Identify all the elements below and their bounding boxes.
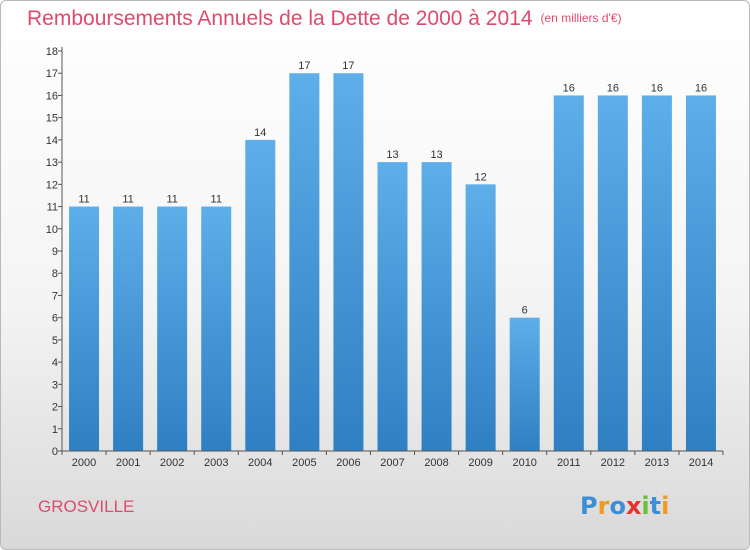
data-label-2009: 12 — [475, 171, 487, 183]
y-tick-label-2: 2 — [52, 402, 58, 414]
data-label-2006: 17 — [342, 60, 354, 72]
logo-letter-4: i — [641, 492, 650, 520]
logo-letter-5: t — [649, 492, 662, 520]
x-tick-label-2013: 2013 — [645, 457, 669, 469]
bar-2008 — [421, 162, 452, 451]
chart-unit: (en milliers d'€) — [540, 11, 622, 25]
data-label-2000: 11 — [78, 194, 89, 206]
bar-2009 — [465, 184, 496, 452]
bar-2001 — [113, 206, 144, 451]
x-tick-label-2005: 2005 — [292, 457, 316, 469]
x-tick-label-2003: 2003 — [204, 457, 228, 469]
x-tick-label-2004: 2004 — [248, 457, 272, 469]
place-name: GROSVILLE — [38, 497, 135, 516]
axes-group: 2000 2001 2002 2003 2004 2005 2006 2007 2008 2009… — [46, 46, 724, 469]
data-label-2003: 11 — [211, 194, 222, 206]
x-tick-label-2008: 2008 — [424, 457, 448, 469]
x-tick-label-2012: 2012 — [601, 457, 625, 469]
bar-2000 — [69, 206, 100, 451]
y-tick-label-0: 0 — [52, 446, 58, 458]
x-tick-label-2001: 2001 — [116, 457, 140, 469]
bar-2002 — [157, 206, 188, 451]
x-tick-label-2014: 2014 — [689, 457, 713, 469]
bar-2010 — [509, 317, 540, 451]
x-tick-label-2006: 2006 — [336, 457, 360, 469]
data-label-2007: 13 — [386, 149, 398, 161]
y-tick-label-3: 3 — [52, 379, 58, 391]
data-label-2002: 11 — [166, 194, 177, 206]
y-tick-label-12: 12 — [46, 179, 58, 191]
data-label-2010: 6 — [522, 305, 528, 317]
y-tick-label-5: 5 — [52, 335, 58, 347]
y-tick-label-15: 15 — [46, 113, 58, 125]
logo-letter-1: r — [597, 492, 610, 520]
y-tick-label-7: 7 — [52, 290, 58, 302]
x-tick-label-2000: 2000 — [72, 457, 96, 469]
bar-2007 — [377, 162, 408, 451]
proxiti-logo[interactable]: Proxiti — [580, 492, 669, 520]
y-tick-label-1: 1 — [52, 424, 58, 436]
bar-2012 — [597, 95, 628, 451]
bar-2003 — [201, 206, 232, 451]
x-tick-label-2002: 2002 — [160, 457, 184, 469]
data-label-2004: 14 — [254, 127, 266, 139]
bar-2005 — [289, 73, 320, 451]
bar-2011 — [553, 95, 584, 451]
data-label-2014: 16 — [695, 82, 707, 94]
y-tick-label-10: 10 — [46, 224, 58, 236]
y-tick-label-9: 9 — [52, 246, 58, 258]
y-tick-label-18: 18 — [46, 46, 58, 58]
data-label-2012: 16 — [607, 82, 619, 94]
logo-letter-3: x — [625, 492, 642, 520]
y-tick-label-6: 6 — [52, 313, 58, 325]
y-tick-label-11: 11 — [47, 202, 58, 214]
x-tick-label-2007: 2007 — [380, 457, 404, 469]
logo-letter-6: i — [661, 492, 670, 520]
x-tick-label-2009: 2009 — [468, 457, 492, 469]
chart-title-text: Remboursements Annuels de la Dette de 20… — [27, 7, 533, 30]
bar-2006 — [333, 73, 364, 451]
data-label-2008: 13 — [430, 149, 442, 161]
data-label-2005: 17 — [298, 60, 310, 72]
y-tick-label-17: 17 — [46, 68, 58, 80]
chart-title: Remboursements Annuels de la Dette de 20… — [27, 7, 622, 31]
y-tick-label-13: 13 — [46, 157, 58, 169]
x-tick-label-2010: 2010 — [512, 457, 536, 469]
x-tick-label-2011: 2011 — [557, 457, 581, 469]
bar-2004 — [245, 139, 276, 451]
data-label-2011: 16 — [563, 82, 575, 94]
y-tick-label-8: 8 — [52, 268, 58, 280]
logo-letter-0: P — [580, 492, 598, 520]
data-label-2013: 16 — [651, 82, 663, 94]
bar-2013 — [641, 95, 672, 451]
bar-2014 — [685, 95, 716, 451]
data-label-2001: 11 — [122, 194, 133, 206]
y-tick-label-4: 4 — [52, 357, 58, 369]
bars-group: 11 11 11 11 14 17 17 13 13 12 6 16 16 16 16 — [69, 60, 716, 452]
logo-letter-2: o — [609, 492, 626, 520]
y-tick-label-16: 16 — [46, 90, 58, 102]
y-tick-label-14: 14 — [46, 135, 58, 147]
